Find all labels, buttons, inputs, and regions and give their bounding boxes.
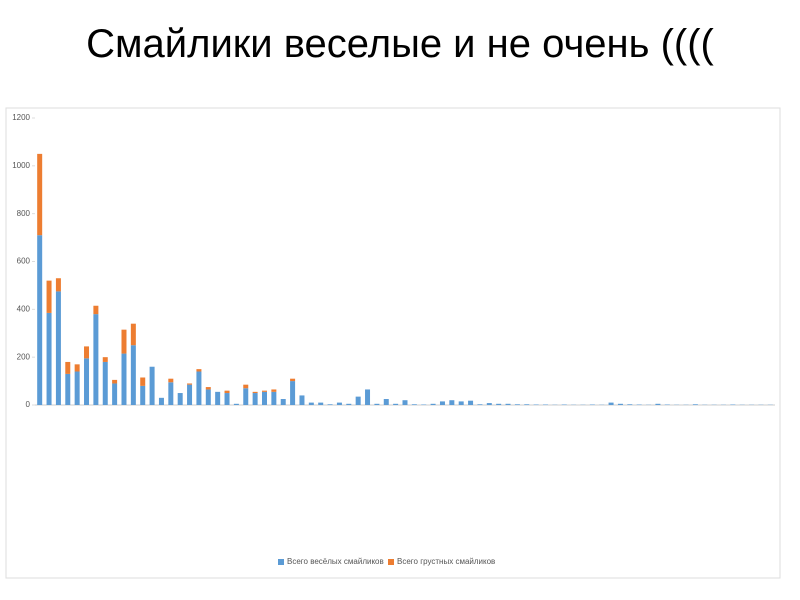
bar-segment (233, 403, 239, 405)
bar-segment (177, 393, 183, 405)
bar-segment (514, 404, 520, 405)
bar-segment (430, 403, 436, 405)
bar-segment (37, 153, 43, 236)
bar-segment (215, 391, 221, 405)
y-tick-label: 800 (17, 209, 31, 218)
bar-segment (608, 402, 614, 405)
bar-segment (271, 391, 277, 405)
bar-segment (374, 403, 380, 405)
y-tick-label: 200 (17, 352, 31, 361)
bar-segment (121, 353, 127, 405)
bar-segment (290, 378, 296, 382)
bar-segment (308, 402, 314, 405)
bar-segment (205, 389, 211, 405)
bar-segment (261, 391, 267, 405)
legend-swatch (388, 559, 394, 565)
bar-segment (158, 397, 164, 405)
bar-segment (468, 400, 474, 405)
bar-segment (102, 361, 108, 405)
bar-segment (327, 404, 333, 405)
y-tick-label: 0 (26, 400, 31, 409)
bar-segment (55, 278, 61, 292)
bar-segment (617, 403, 623, 405)
bar-segment (411, 404, 417, 405)
bar-segment (299, 395, 305, 405)
bar-segment (402, 400, 408, 405)
bar-segment (130, 345, 136, 405)
bar-segment (271, 389, 277, 392)
bar-segment (280, 399, 286, 405)
bar-segment (46, 312, 52, 405)
bar-segment (252, 393, 258, 405)
bar-segment (243, 388, 249, 405)
bar-segment (196, 369, 202, 372)
bar-segment (84, 358, 90, 405)
bar-segment (393, 403, 399, 405)
bar-segment (224, 390, 230, 394)
bar-segment (458, 401, 464, 405)
bar-segment (74, 371, 80, 405)
slide-title: Смайлики веселые и не очень (((( (0, 18, 800, 104)
bar-segment (65, 361, 71, 374)
chart-frame (5, 107, 781, 579)
bar-segment (102, 357, 108, 362)
bar-segment (112, 379, 118, 384)
bar-segment (168, 378, 174, 383)
bar-segment (496, 403, 502, 405)
y-tick-label: 1000 (12, 161, 30, 170)
bar-segment (46, 280, 52, 313)
bar-segment (365, 389, 371, 405)
y-tick-label: 400 (17, 304, 31, 313)
bar-segment (84, 346, 90, 359)
bar-segment (93, 305, 99, 315)
bar-segment (252, 391, 258, 394)
bar-segment (318, 402, 324, 405)
bar-segment (37, 235, 43, 405)
bar-segment (55, 291, 61, 405)
bar-segment (383, 399, 389, 405)
bar-segment (224, 393, 230, 405)
bar-segment (505, 403, 511, 405)
bar-segment (140, 377, 146, 386)
bar-segment (692, 404, 698, 405)
bar-segment (336, 402, 342, 405)
bar-segment (355, 396, 361, 405)
bar-segment (655, 403, 661, 405)
title-text: Смайлики веселые и не очень (((( (86, 22, 714, 66)
bar-segment (196, 371, 202, 405)
bar-segment (74, 364, 80, 372)
bar-segment (477, 404, 483, 405)
bar-segment (524, 404, 530, 405)
bar-segment (346, 403, 352, 405)
bar-segment (130, 323, 136, 346)
bar-segment (93, 314, 99, 405)
bar-segment (439, 401, 445, 405)
y-tick-label: 1200 (12, 113, 30, 122)
bar-segment (65, 373, 71, 405)
bar-segment (243, 384, 249, 389)
bar-segment (486, 403, 492, 405)
y-tick-label: 600 (17, 257, 31, 266)
bar-segment (149, 366, 155, 405)
legend-label: Всего весёлых смайликов (287, 557, 384, 566)
legend-swatch (278, 559, 284, 565)
bar-segment (187, 383, 193, 385)
bar-segment (449, 400, 455, 405)
legend-label: Всего грустных смайликов (397, 557, 495, 566)
bar-segment (261, 390, 267, 392)
bar-segment (205, 387, 211, 390)
bar-segment (112, 383, 118, 405)
bar-segment (187, 384, 193, 405)
bar-segment (627, 404, 633, 405)
bar-segment (290, 381, 296, 405)
bar-segment (121, 329, 127, 354)
bar-segment (140, 385, 146, 405)
bar-segment (168, 382, 174, 405)
